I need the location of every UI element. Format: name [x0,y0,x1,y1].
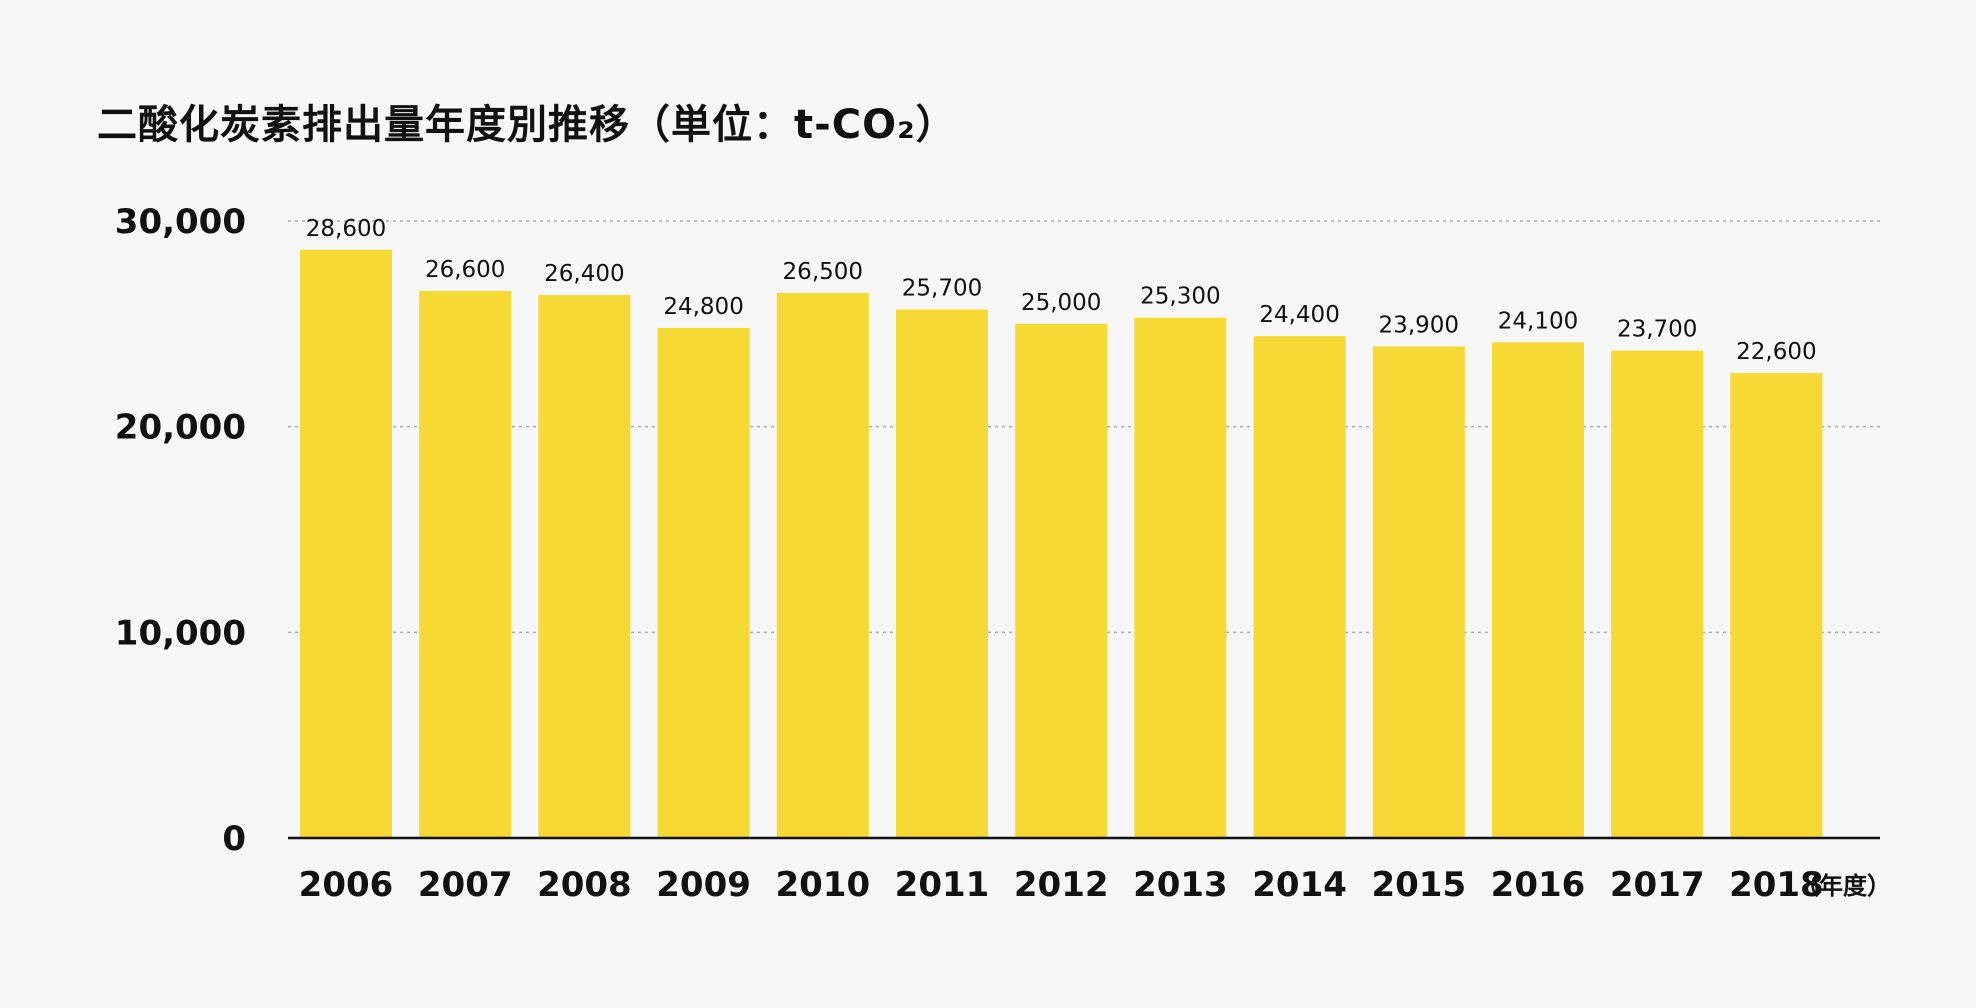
data-label: 26,400 [544,261,624,287]
x-tick-label: 2011 [895,865,990,905]
bars [300,249,1823,839]
data-label: 24,400 [1259,302,1339,328]
data-label: 25,300 [1140,284,1220,310]
data-label: 24,800 [663,294,743,320]
y-tick-label: 0 [222,819,246,859]
x-tick-label: 2018 [1729,865,1824,905]
x-tick-label: 2006 [299,865,394,905]
bar-2017 [1611,350,1704,838]
bar-2009 [657,327,750,838]
x-tick-label: 2007 [418,865,513,905]
x-tick-label: 2012 [1014,865,1109,905]
bar-2015 [1372,346,1465,838]
y-tick-label: 10,000 [115,613,246,653]
x-tick-label: 2009 [656,865,751,905]
data-label: 25,700 [902,275,982,301]
bar-2011 [896,309,988,839]
data-label: 23,900 [1379,312,1459,338]
x-tick-label: 2014 [1252,865,1347,905]
x-tick-label: 2015 [1371,865,1466,905]
x-tick-label: 2017 [1610,865,1705,905]
x-tick-label: 2010 [775,865,870,905]
x-tick-label: 2013 [1133,865,1228,905]
data-label: 26,600 [425,257,505,283]
bar-2014 [1253,336,1346,838]
data-label: 28,600 [306,216,386,242]
data-label: 26,500 [783,259,863,285]
data-label: 24,100 [1498,308,1578,334]
bar-2008 [538,295,631,838]
bar-2007 [419,290,512,839]
bar-2012 [1015,323,1108,838]
bar-2016 [1492,342,1584,838]
x-tick-label: 2008 [537,865,632,905]
y-tick-label: 20,000 [115,408,246,448]
x-tick-label: 2016 [1491,865,1586,905]
bar-2013 [1134,317,1227,838]
chart-title: 二酸化炭素排出量年度別推移（単位：t-CO₂） [97,102,957,148]
bar-2018 [1730,373,1823,838]
x-axis-unit-label: （年度） [1795,872,1891,900]
data-label: 25,000 [1021,290,1101,316]
labels: 0 10,000 20,000 30,000 28,600 2006 26,600 2007 2… [115,202,1891,905]
bar-2006 [300,249,392,838]
bar-2010 [776,292,869,838]
y-tick-label: 30,000 [115,202,246,242]
data-label: 23,700 [1617,317,1697,343]
data-label: 22,600 [1736,339,1816,365]
